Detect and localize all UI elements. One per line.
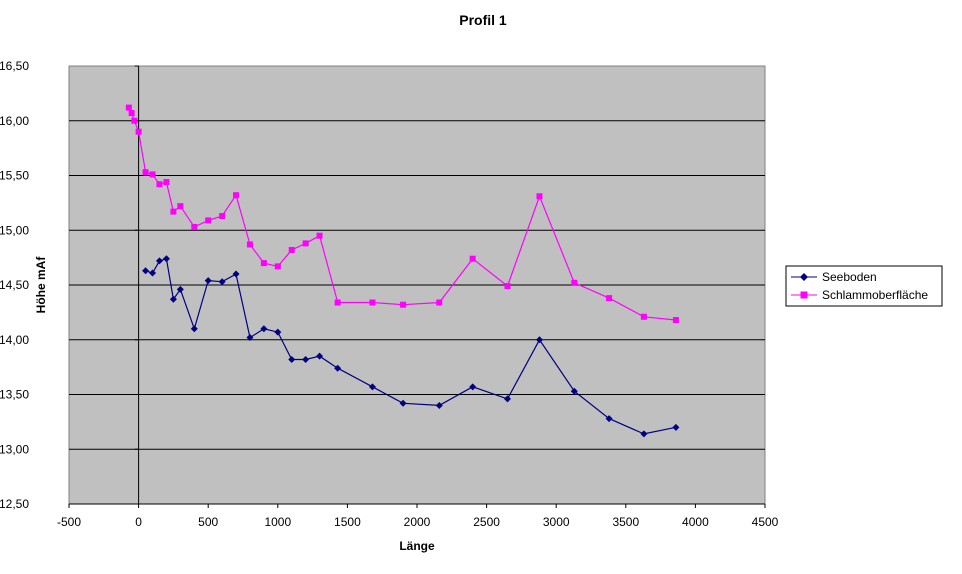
data-point — [274, 328, 282, 336]
x-tick-label: -500 — [57, 515, 81, 529]
data-point — [672, 423, 680, 431]
data-point — [232, 270, 240, 278]
data-point — [156, 181, 163, 188]
data-point — [218, 278, 226, 286]
data-point — [190, 325, 198, 333]
y-tick-label: 114,00 — [0, 333, 29, 347]
data-point — [149, 269, 157, 277]
data-point — [176, 285, 184, 293]
chart-title: Profil 1 — [459, 12, 507, 28]
data-point — [672, 317, 679, 324]
y-tick-label: 113,50 — [0, 388, 29, 402]
series-schlammoberflaeche — [125, 104, 679, 324]
data-point — [288, 246, 295, 253]
data-point — [177, 203, 184, 210]
y-tick-label: 116,50 — [0, 59, 29, 73]
data-point — [162, 255, 170, 263]
legend-label-seeboden: Seeboden — [822, 270, 877, 284]
data-point — [570, 387, 578, 395]
y-tick-label: 113,00 — [0, 442, 29, 456]
data-point — [260, 325, 268, 333]
axes — [68, 65, 766, 508]
data-point — [204, 277, 212, 285]
legend: Seeboden Schlammoberfläche — [785, 265, 943, 307]
x-tick-label: 500 — [198, 515, 218, 529]
data-point — [316, 352, 324, 360]
data-point — [535, 336, 543, 344]
data-point — [233, 192, 240, 199]
data-point — [219, 213, 226, 220]
data-point — [606, 295, 613, 302]
data-point — [302, 240, 309, 247]
data-point — [142, 267, 150, 275]
data-point — [316, 232, 323, 239]
legend-box — [785, 265, 943, 307]
data-point — [436, 299, 443, 306]
data-point — [274, 263, 281, 270]
y-tick-label: 115,50 — [0, 169, 29, 183]
data-point — [155, 257, 163, 265]
data-point — [128, 110, 135, 117]
data-point — [400, 301, 407, 308]
data-point — [640, 430, 648, 438]
data-point — [302, 355, 310, 363]
y-tick-label: 114,50 — [0, 278, 29, 292]
data-point — [125, 104, 132, 111]
x-tick-label: 2000 — [404, 515, 431, 529]
x-tick-label: 1500 — [334, 515, 361, 529]
x-tick-label: 0 — [135, 515, 142, 529]
data-point — [640, 313, 647, 320]
data-point — [571, 279, 578, 286]
data-point — [469, 255, 476, 262]
x-tick-label: 1000 — [264, 515, 291, 529]
data-point — [503, 395, 511, 403]
x-tick-label: 2500 — [473, 515, 500, 529]
series-seeboden — [142, 255, 680, 438]
data-point — [205, 217, 212, 224]
x-tick-label: 3500 — [612, 515, 639, 529]
legend-label-schlammoberflaeche: Schlammoberfläche — [822, 288, 928, 302]
data-point — [170, 208, 177, 215]
data-point — [369, 299, 376, 306]
data-point — [536, 193, 543, 200]
x-axis-title: Länge — [399, 539, 435, 553]
data-point — [131, 117, 138, 124]
data-point — [246, 241, 253, 248]
y-axis-title: Höhe mAf — [34, 256, 48, 314]
data-point — [469, 383, 477, 391]
data-point — [504, 283, 511, 290]
series-layer — [125, 104, 680, 438]
legend-marker-schlammoberflaeche — [800, 291, 808, 299]
y-tick-labels: 112,50 113,00 113,50 114,00 114,50 115,00 115,… — [0, 59, 29, 511]
legend-marker-seeboden — [800, 273, 808, 281]
data-point — [605, 415, 613, 423]
data-point — [260, 260, 267, 267]
data-point — [334, 364, 342, 372]
data-point — [368, 383, 376, 391]
data-point — [191, 223, 198, 230]
y-tick-label: 116,00 — [0, 114, 29, 128]
data-point — [399, 399, 407, 407]
data-point — [135, 128, 142, 135]
x-tick-labels: -500 0 500 1000 1500 2000 2500 3000 3500 4000 4500 — [57, 515, 779, 529]
data-point — [435, 401, 443, 409]
data-point — [149, 171, 156, 178]
y-tick-label: 112,50 — [0, 497, 29, 511]
data-point — [169, 295, 177, 303]
data-point — [142, 169, 149, 176]
x-tick-label: 4500 — [752, 515, 779, 529]
x-tick-label: 4000 — [682, 515, 709, 529]
data-point — [288, 355, 296, 363]
y-tick-label: 115,00 — [0, 223, 29, 237]
data-point — [334, 299, 341, 306]
x-tick-label: 3000 — [543, 515, 570, 529]
gridlines — [69, 120, 765, 450]
data-point — [163, 179, 170, 186]
data-point — [246, 334, 254, 342]
